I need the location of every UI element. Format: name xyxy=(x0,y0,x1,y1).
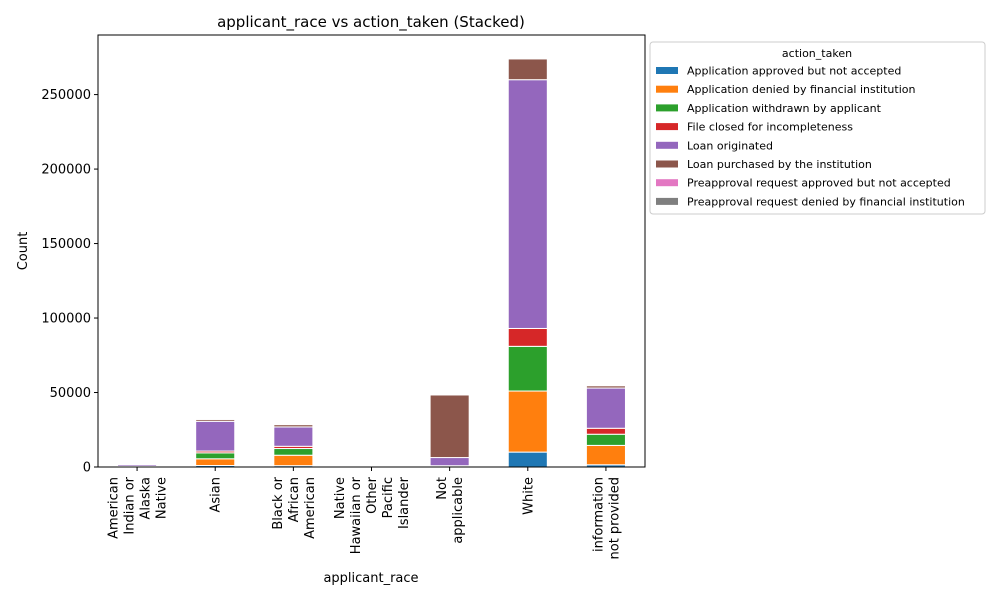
legend-swatch-3 xyxy=(656,123,678,131)
chart-title: applicant_race vs action_taken (Stacked) xyxy=(217,13,525,32)
legend-title: action_taken xyxy=(782,47,852,60)
legend-swatch-7 xyxy=(656,197,678,205)
x-tick-label-3-2: Other xyxy=(365,476,380,514)
bar-segment-1-1 xyxy=(195,458,236,467)
legend-label-1: Application denied by financial institut… xyxy=(687,83,915,96)
y-axis: 0 50000 100000 150000 200000 250000 xyxy=(41,88,98,476)
legend: action_taken Application approved but no… xyxy=(649,41,986,215)
bar-segment-1-4 xyxy=(195,420,236,452)
bar-segment-2-5 xyxy=(273,424,314,428)
plot-frame xyxy=(97,34,646,468)
x-tick-label-2-2: American xyxy=(303,477,318,539)
bar-segment-5-4 xyxy=(507,79,548,329)
x-tick-label-3-4: Islander xyxy=(397,476,412,529)
legend-items: Application approved but not accepted App… xyxy=(656,65,965,208)
x-tick-label-0-3: Native xyxy=(155,477,170,519)
x-tick-label-5-0: White xyxy=(521,477,536,515)
legend-swatch-5 xyxy=(656,160,678,168)
x-tick-label-0-2: Alaska xyxy=(139,477,154,520)
x-tick-label-4-0: Not xyxy=(435,477,450,500)
x-tick-label-6-1: not provided xyxy=(607,477,622,560)
x-tick-label-0-1: Indian or xyxy=(123,476,138,534)
x-tick-label-3-1: Hawaiian or xyxy=(349,476,364,554)
x-tick-label-4-1: applicable xyxy=(451,477,466,544)
x-tick-label-1-0: Asian xyxy=(209,477,224,512)
bar-segment-4-4 xyxy=(429,457,470,467)
legend-swatch-0 xyxy=(656,67,678,74)
legend-label-3: File closed for incompleteness xyxy=(687,121,853,134)
y-axis-label: Count xyxy=(16,232,31,271)
y-tick-label-5: 250000 xyxy=(41,88,91,103)
legend-swatch-6 xyxy=(656,179,678,187)
y-tick-label-3: 150000 xyxy=(41,237,91,252)
legend-label-6: Preapproval request approved but not acc… xyxy=(687,177,951,190)
x-tick-label-0-0: American xyxy=(107,477,122,539)
legend-swatch-2 xyxy=(656,104,678,112)
legend-label-4: Loan originated xyxy=(687,139,773,152)
bar-segment-4-5 xyxy=(429,394,470,459)
bar-segment-5-3 xyxy=(507,327,548,347)
legend-frame xyxy=(649,41,986,215)
x-tick-label-3-0: Native xyxy=(333,477,348,519)
bar-segment-2-1 xyxy=(273,454,314,467)
legend-label-5: Loan purchased by the institution xyxy=(687,158,872,171)
y-tick-label-4: 200000 xyxy=(41,163,91,178)
legend-swatch-4 xyxy=(656,141,678,149)
legend-label-7: Preapproval request denied by financial … xyxy=(687,195,965,208)
bar-segment-6-4 xyxy=(585,387,626,429)
y-tick-label-2: 100000 xyxy=(41,312,91,327)
bar-segment-1-5 xyxy=(195,418,236,422)
legend-label-2: Application withdrawn by applicant xyxy=(687,102,882,115)
x-tick-label-3-3: Pacific xyxy=(381,477,396,518)
bar-segment-6-2 xyxy=(585,433,626,446)
x-tick-label-2-1: African xyxy=(287,477,302,522)
bar-segment-2-4 xyxy=(273,426,314,447)
bar-segment-5-1 xyxy=(507,390,548,453)
legend-swatch-1 xyxy=(656,85,678,93)
bar-segment-5-2 xyxy=(507,345,548,392)
bar-segment-6-3 xyxy=(585,427,626,435)
x-tick-label-2-0: Black or xyxy=(271,476,286,529)
bar-segment-5-0 xyxy=(507,451,548,468)
x-tick-label-6-0: information xyxy=(591,477,606,552)
legend-label-0: Application approved but not accepted xyxy=(687,65,901,78)
bar-segment-1-2 xyxy=(195,452,236,460)
bar-segment-6-1 xyxy=(585,444,626,466)
x-axis: American Indian or Alaska Native Asian Black … xyxy=(107,467,622,560)
bar-segment-6-5 xyxy=(585,385,626,389)
bar-segment-2-2 xyxy=(273,448,314,456)
y-tick-label-1: 50000 xyxy=(50,386,91,401)
bars-group xyxy=(117,57,626,468)
x-axis-label: applicant_race xyxy=(323,571,418,586)
y-tick-label-0: 0 xyxy=(83,461,91,476)
bar-segment-5-5 xyxy=(507,58,548,81)
